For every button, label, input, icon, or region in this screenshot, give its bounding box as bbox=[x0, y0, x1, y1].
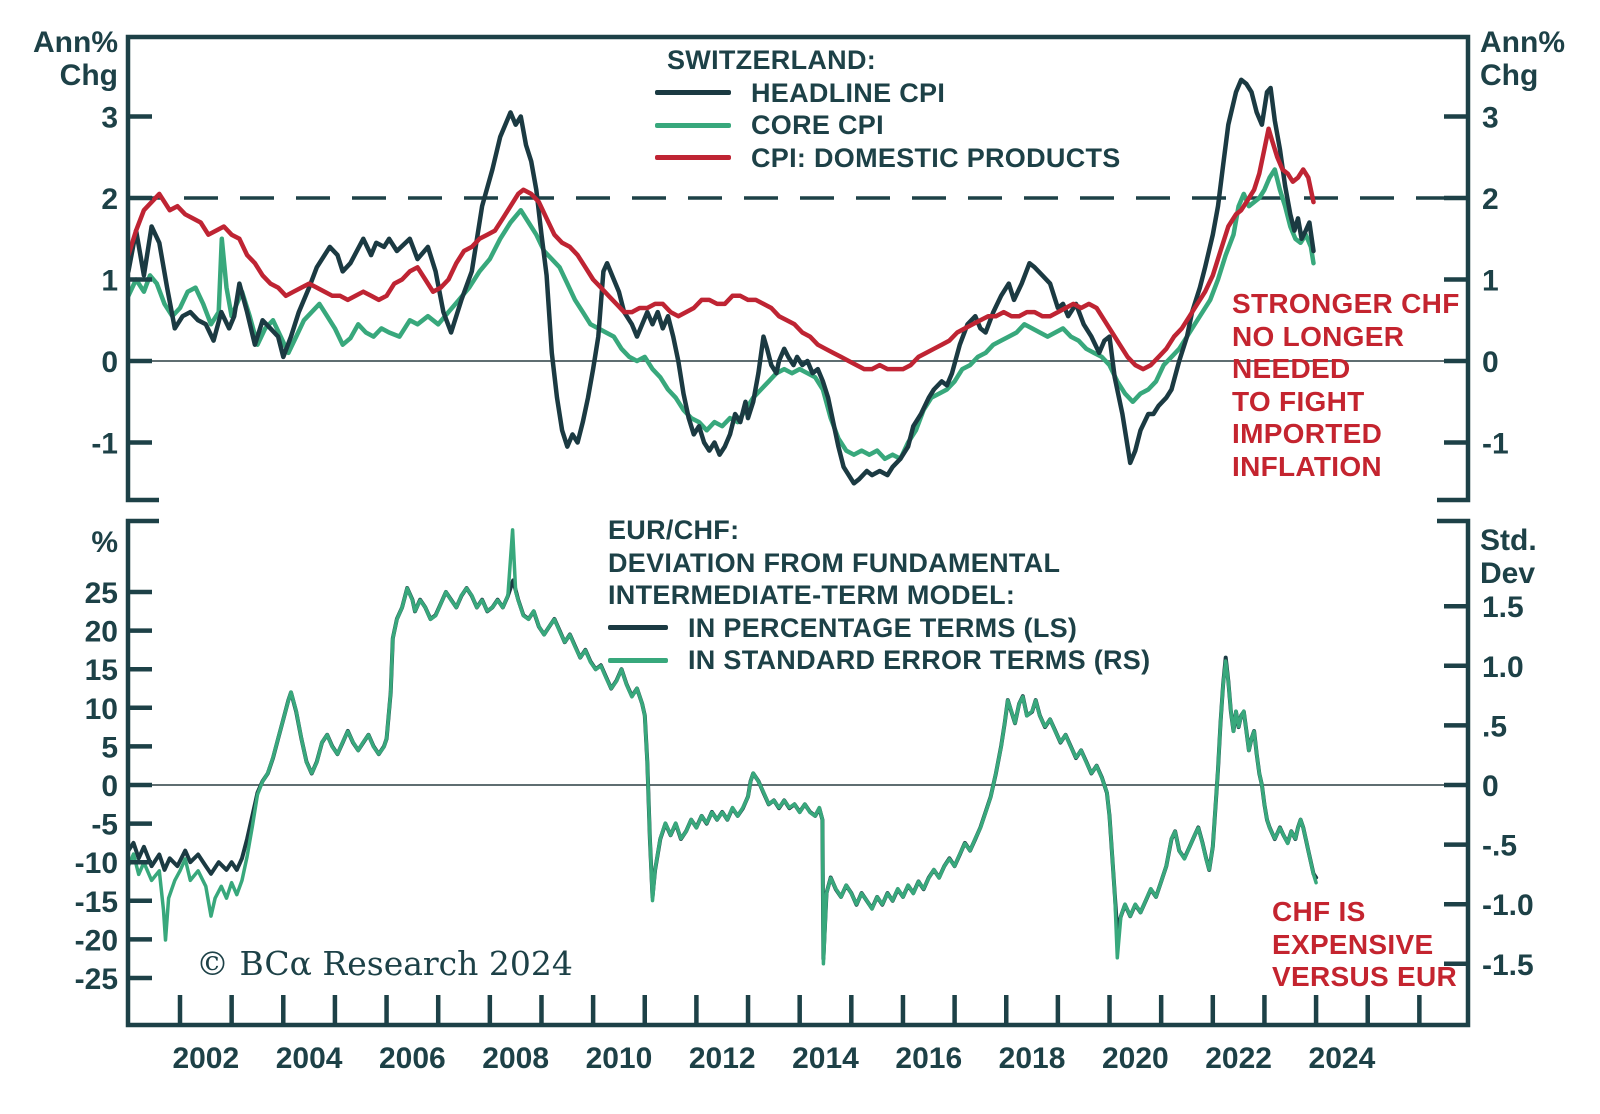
top-left-y-tick-label: 2 bbox=[101, 183, 118, 216]
annotation-line: IMPORTED bbox=[1232, 418, 1383, 449]
legend-label: IN STANDARD ERROR TERMS (RS) bbox=[688, 645, 1151, 675]
top-left-y-tick-label: -1 bbox=[91, 428, 118, 461]
top-right-y-tick-label: 2 bbox=[1482, 183, 1499, 216]
annotation-line: VERSUS EUR bbox=[1272, 961, 1458, 992]
bottom-left-y-tick-label: -15 bbox=[75, 886, 118, 919]
top-right-axis-title: Ann% Chg bbox=[1480, 26, 1565, 92]
bottom-left-y-tick-label: 25 bbox=[85, 577, 118, 610]
bottom-left-y-tick-label: 20 bbox=[85, 616, 118, 649]
headline-cpi-line bbox=[126, 77, 1316, 486]
bottom-right-y-tick-label: -.5 bbox=[1482, 830, 1517, 863]
top-right-y-tick-label: 1 bbox=[1482, 265, 1499, 298]
x-tick-label: 2016 bbox=[895, 1042, 962, 1075]
x-tick-label: 2022 bbox=[1205, 1042, 1272, 1075]
legend-item-percentage-terms: IN PERCENTAGE TERMS (LS) bbox=[608, 612, 1150, 645]
bottom-left-y-tick-label: 15 bbox=[85, 654, 118, 687]
domestic-cpi-line-swatch bbox=[655, 155, 731, 161]
annotation-line: NO LONGER bbox=[1232, 320, 1405, 352]
legend-label: CPI: DOMESTIC PRODUCTS bbox=[751, 142, 1121, 173]
axis-title-line: Std. bbox=[1480, 524, 1537, 557]
legend-label: IN PERCENTAGE TERMS (LS) bbox=[688, 612, 1078, 643]
standard-error-terms-line bbox=[126, 528, 1318, 966]
bottom-left-y-tick-label: -20 bbox=[75, 924, 118, 957]
axis-title-line: Ann% bbox=[33, 26, 118, 59]
bottom-legend-title-line: DEVIATION FROM FUNDAMENTAL bbox=[608, 547, 1061, 578]
bottom-right-y-tick-label: 0 bbox=[1482, 770, 1499, 803]
x-tick-label: 2014 bbox=[792, 1042, 859, 1075]
legend-item-standard-error-terms: IN STANDARD ERROR TERMS (RS) bbox=[608, 644, 1150, 677]
top-panel-frame bbox=[125, 34, 1471, 503]
annotation-chf-expensive: CHF IS EXPENSIVE VERSUS EUR bbox=[1272, 896, 1457, 994]
x-tick-label: 2004 bbox=[276, 1042, 343, 1075]
headline-cpi-line-swatch bbox=[655, 90, 731, 96]
legend-item-headline-cpi: HEADLINE CPI bbox=[655, 77, 1121, 110]
x-tick-label: 2012 bbox=[689, 1042, 756, 1075]
core-cpi-line-swatch bbox=[655, 122, 731, 128]
domestic-cpi-line bbox=[126, 126, 1316, 372]
bottom-right-y-tick-label: 1.0 bbox=[1482, 651, 1524, 684]
bottom-legend: EUR/CHF: DEVIATION FROM FUNDAMENTAL INTE… bbox=[608, 514, 1150, 677]
axis-title-line: Chg bbox=[59, 59, 118, 92]
top-legend: SWITZERLAND: HEADLINE CPI CORE CPI CPI: … bbox=[655, 44, 1121, 174]
percentage-terms-line-swatch bbox=[608, 625, 668, 631]
annotation-line: EXPENSIVE bbox=[1272, 928, 1434, 960]
bottom-left-y-tick-label: -5 bbox=[91, 809, 118, 842]
x-tick-label: 2002 bbox=[172, 1042, 239, 1075]
x-tick-label: 2010 bbox=[586, 1042, 653, 1075]
annotation-line: INFLATION bbox=[1232, 450, 1382, 482]
legend-label: HEADLINE CPI bbox=[751, 77, 946, 108]
standard-error-terms-line-swatch bbox=[608, 657, 668, 663]
x-tick-label: 2006 bbox=[379, 1042, 446, 1075]
legend-label: CORE CPI bbox=[751, 110, 884, 140]
legend-item-domestic-cpi: CPI: DOMESTIC PRODUCTS bbox=[655, 142, 1121, 175]
annotation-stronger-chf: STRONGER CHF NO LONGER NEEDED TO FIGHT I… bbox=[1232, 288, 1460, 483]
bottom-right-y-tick-label: 1.5 bbox=[1482, 591, 1524, 624]
bottom-left-y-tick-label: -25 bbox=[75, 963, 118, 996]
annotation-line: CHF IS bbox=[1272, 896, 1366, 927]
bottom-left-y-tick-label: 10 bbox=[85, 693, 118, 726]
top-left-y-tick-label: 1 bbox=[101, 265, 118, 298]
annotation-line: NEEDED bbox=[1232, 353, 1351, 384]
top-legend-title: SWITZERLAND: bbox=[667, 45, 877, 75]
axis-title-line: % bbox=[91, 526, 118, 559]
x-tick-label: 2018 bbox=[999, 1042, 1066, 1075]
top-left-y-tick-label: 3 bbox=[101, 102, 118, 135]
bottom-right-axis-title: Std. Dev bbox=[1480, 524, 1537, 590]
top-right-y-tick-label: -1 bbox=[1482, 428, 1509, 461]
x-tick-label: 2024 bbox=[1309, 1042, 1376, 1075]
legend-item-core-cpi: CORE CPI bbox=[655, 109, 1121, 142]
top-right-y-tick-label: 3 bbox=[1482, 102, 1499, 135]
core-cpi-line bbox=[126, 167, 1316, 462]
axis-title-line: Dev bbox=[1480, 557, 1536, 590]
bottom-right-y-tick-label: -1.5 bbox=[1482, 949, 1534, 982]
x-tick-label: 2008 bbox=[482, 1042, 549, 1075]
top-left-y-tick-label: 0 bbox=[101, 346, 118, 379]
annotation-line: TO FIGHT bbox=[1232, 385, 1365, 417]
top-left-axis-title: Ann% Chg bbox=[0, 26, 118, 92]
bottom-left-axis-title: % bbox=[0, 526, 118, 559]
bottom-legend-title-line: EUR/CHF: bbox=[608, 515, 740, 545]
axis-title-line: Ann% bbox=[1480, 26, 1565, 59]
bottom-right-y-tick-label: -1.0 bbox=[1482, 889, 1534, 922]
bottom-right-y-tick-label: .5 bbox=[1482, 710, 1507, 743]
copyright-text: © BCα Research 2024 bbox=[196, 944, 573, 983]
bottom-legend-title-line: INTERMEDIATE-TERM MODEL: bbox=[608, 580, 1016, 610]
top-right-y-tick-label: 0 bbox=[1482, 346, 1499, 379]
bottom-left-y-tick-label: 5 bbox=[101, 731, 118, 764]
axis-title-line: Chg bbox=[1480, 59, 1539, 92]
x-tick-label: 2020 bbox=[1102, 1042, 1169, 1075]
bottom-left-y-tick-label: -10 bbox=[75, 847, 118, 880]
bottom-left-y-tick-label: 0 bbox=[101, 770, 118, 803]
annotation-line: STRONGER CHF bbox=[1232, 288, 1460, 319]
